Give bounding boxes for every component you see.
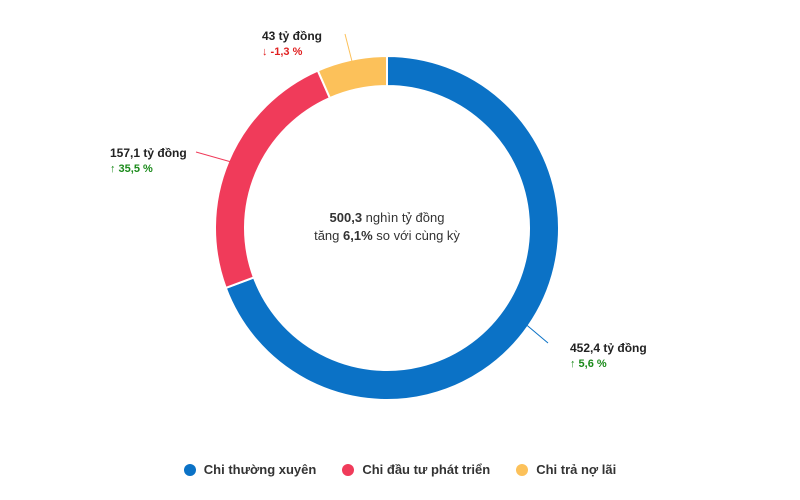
legend-label: Chi thường xuyên <box>203 462 317 477</box>
data-label-value-chi-tra-no-lai: 43 tỷ đồng <box>262 29 322 43</box>
legend-label: Chi đầu tư phát triển <box>362 462 491 477</box>
leader-line-chi-thuong-xuyen <box>526 324 549 344</box>
donut-slice-chi-dau-tu-phat-trien[interactable] <box>214 69 332 290</box>
legend-marker <box>342 463 355 476</box>
legend-marker <box>183 463 196 476</box>
legend-marker <box>516 463 529 476</box>
legend-item-chi-dau-tu-phat-trien[interactable]: Chi đầu tư phát triển <box>342 462 490 477</box>
legend-item-chi-thuong-xuyen[interactable]: Chi thường xuyên <box>183 462 317 477</box>
data-label-change-chi-tra-no-lai: ↓ -1,3 % <box>262 46 303 58</box>
data-label-value-chi-thuong-xuyen: 452,4 tỷ đồng <box>570 341 647 355</box>
data-label-change-chi-thuong-xuyen: ↑ 5,6 % <box>570 358 607 370</box>
leader-line-chi-tra-no-lai <box>344 33 353 62</box>
data-label-value-chi-dau-tu-phat-trien: 157,1 tỷ đồng <box>110 146 187 160</box>
donut-slice-chi-thuong-xuyen[interactable] <box>224 54 560 401</box>
data-label-change-chi-dau-tu-phat-trien: ↑ 35,5 % <box>110 163 153 175</box>
donut-chart: 452,4 tỷ đồng ↑ 5,6 % 157,1 tỷ đồng ↑ 35,5 … <box>110 29 647 401</box>
center-text-line1: 500,3 nghìn tỷ đồng <box>330 210 445 225</box>
donut-slice-chi-tra-no-lai[interactable] <box>316 54 388 100</box>
center-text-line2: tăng 6,1% so với cùng kỳ <box>314 228 460 243</box>
legend-label: Chi trả nợ lãi <box>536 462 617 477</box>
legend-item-chi-tra-no-lai[interactable]: Chi trả nợ lãi <box>516 462 616 477</box>
leader-line-chi-dau-tu-phat-trien <box>195 151 231 163</box>
legend: Chi thường xuyên Chi đầu tư phát triển C… <box>0 462 800 477</box>
